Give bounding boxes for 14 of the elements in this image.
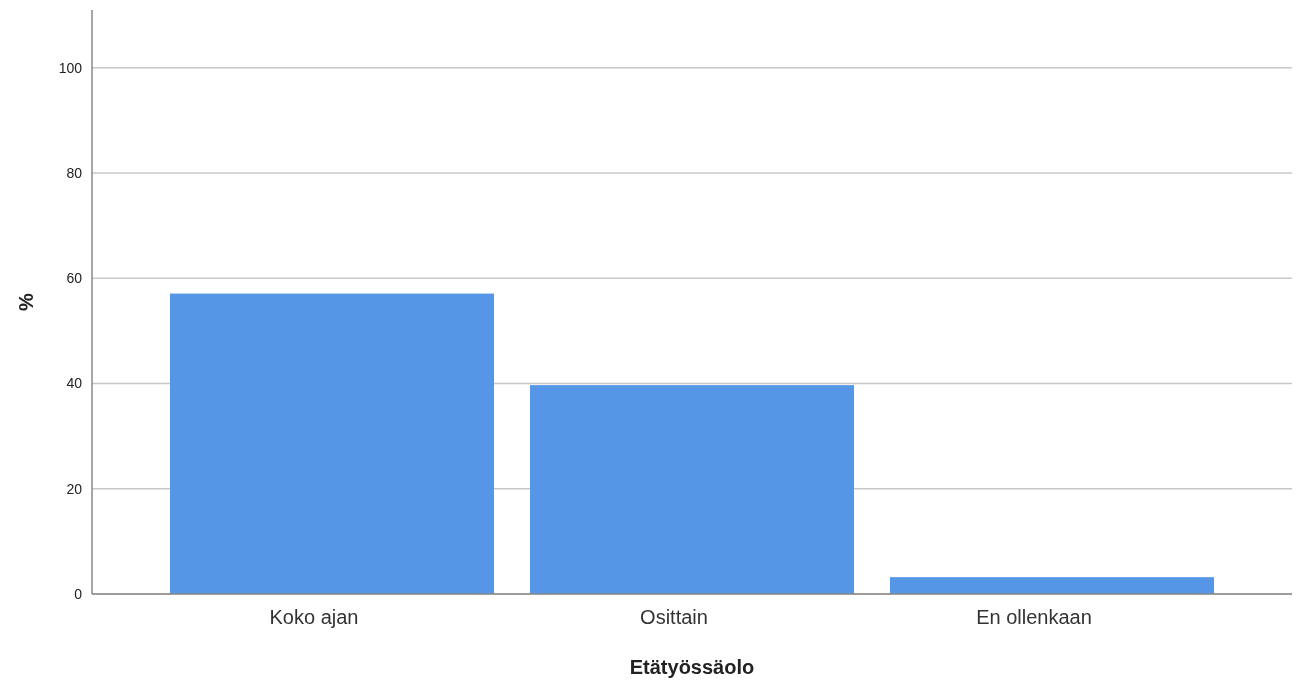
y-tick-label: 60 xyxy=(66,270,83,287)
x-axis-title: Etätyössäolo xyxy=(629,656,755,678)
y-axis-title: % xyxy=(15,292,37,311)
y-tick-label: 0 xyxy=(74,585,83,602)
x-tick-label: Koko ajan xyxy=(269,606,359,628)
x-tick-label: En ollenkaan xyxy=(976,606,1092,628)
y-tick-label: 20 xyxy=(66,480,83,497)
y-tick-label: 100 xyxy=(58,59,83,76)
y-tick-label: 40 xyxy=(66,375,83,392)
bar xyxy=(170,293,494,594)
y-tick-label: 80 xyxy=(66,165,83,181)
bar xyxy=(890,577,1214,594)
bar xyxy=(530,385,854,594)
x-tick-label: Osittain xyxy=(640,606,708,628)
